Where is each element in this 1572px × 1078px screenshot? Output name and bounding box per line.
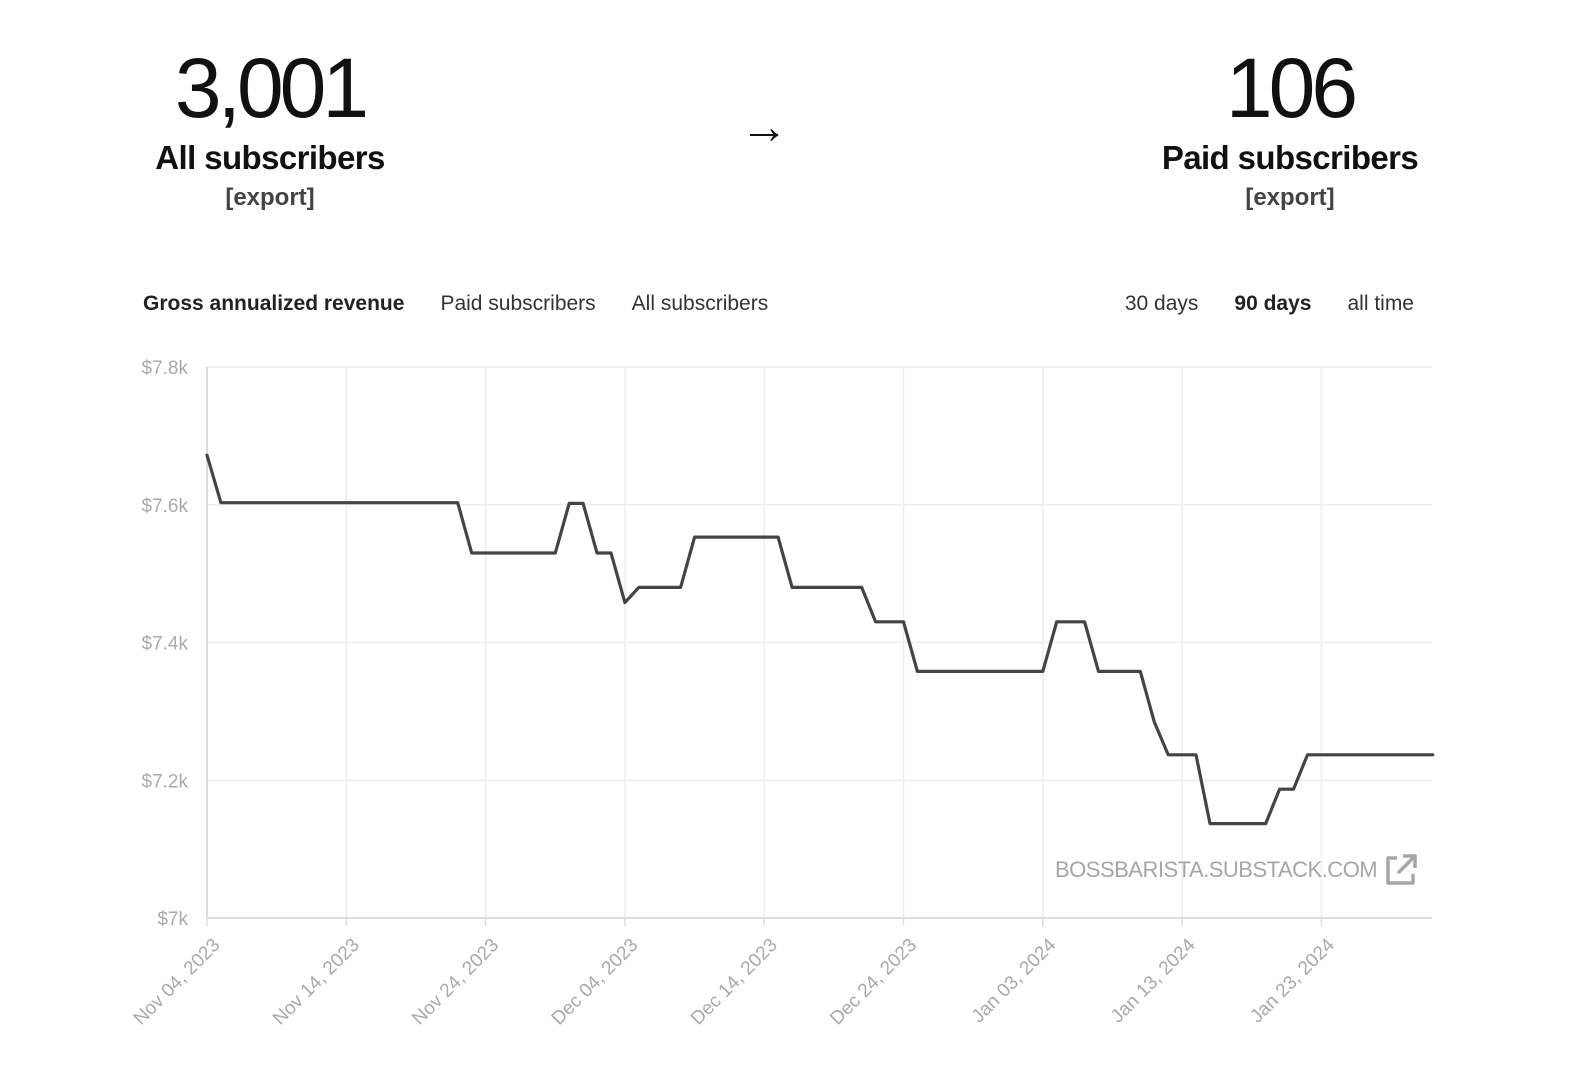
tab-all-subscribers[interactable]: All subscribers [631,292,769,315]
data-point [610,552,612,554]
data-point [916,670,919,673]
chart-grid [207,366,1432,918]
external-link-icon [1386,854,1417,885]
data-point [1292,788,1295,790]
x-tick-label: Nov 14, 2023 [269,935,364,1030]
x-tick-label: Jan 13, 2024 [1107,934,1200,1027]
x-tick-label: Dec 24, 2023 [826,935,921,1030]
data-point [554,552,557,554]
data-point [1167,754,1169,756]
data-point [1264,822,1267,825]
data-point [624,601,626,604]
data-point [596,552,598,554]
y-axis-ticks: $7k $7.2k $7.4k $7.6k $7.8k [142,358,189,930]
range-all-time[interactable]: all time [1347,292,1414,315]
data-point [1139,670,1142,673]
data-point [874,621,877,623]
range-90-days[interactable]: 90 days [1234,292,1312,315]
all-subscribers-label: All subscribers [155,139,385,176]
all-subscribers-stat: 3,001 All subscribers [export] [110,40,430,212]
y-tick-label: $7.2k [142,771,189,792]
x-tick-label: Jan 03, 2024 [968,934,1061,1027]
paid-subscribers-stat: 106 Paid subscribers [export] [1130,40,1450,212]
data-point [777,536,779,538]
data-point [693,536,696,538]
data-point [582,502,584,505]
data-point [1209,822,1211,825]
range-30-days[interactable]: 30 days [1124,292,1199,315]
y-tick-label: $7.8k [142,358,189,379]
data-point [470,552,473,554]
data-point [1055,621,1058,623]
data-point [1083,621,1086,623]
data-point [860,586,863,589]
data-point [791,586,793,589]
paid-subscribers-count: 106 [1225,41,1358,135]
tab-gross-annualized-revenue[interactable]: Gross annualized revenue [143,292,405,315]
data-point [1097,670,1100,673]
data-point [220,501,222,504]
arrow-icon: → [740,101,788,154]
data-point [1306,754,1309,756]
watermark[interactable]: BOSSBARISTA.SUBSTACK.COM [1055,852,1419,888]
revenue-chart: $7k$7.2k$7.4k$7.6k$7.8k Nov 04, 2023 Nov … [130,358,1435,1029]
data-point [568,502,570,505]
paid-subscribers-label: Paid subscribers [1161,139,1419,176]
data-point [1153,720,1155,723]
data-point [1195,754,1197,756]
chart-axes [206,367,1432,926]
data-point [638,586,640,589]
data-point [456,501,459,504]
x-axis-ticks: Nov 04, 2023 Nov 14, 2023 Nov 24, 2023 Dec … [130,934,1339,1029]
x-tick-label: Dec 14, 2023 [687,935,782,1030]
data-point [902,621,905,623]
chart-series [205,453,1435,826]
paid-subscribers-export-link[interactable]: [export] [1245,184,1335,211]
data-point [206,454,208,456]
all-subscribers-count: 3,001 [174,41,369,135]
data-point [679,586,682,589]
range-tabs: 30 days 90 days all time [1125,292,1414,316]
tab-paid-subscribers[interactable]: Paid subscribers [440,292,596,315]
all-subscribers-export-link[interactable]: [export] [225,184,315,211]
x-tick-label: Nov 04, 2023 [130,935,225,1030]
data-point [1278,788,1281,790]
y-tick-label: $7.6k [142,496,189,517]
y-tick-label: $7k [157,909,188,930]
x-tick-label: Nov 24, 2023 [408,935,503,1030]
series-line [205,453,1435,826]
data-point [1432,754,1434,756]
x-tick-label: Dec 04, 2023 [548,935,643,1030]
y-tick-label: $7.4k [142,634,189,655]
metric-tabs: Gross annualized revenue Paid subscriber… [143,292,768,316]
watermark-text: BOSSBARISTA.SUBSTACK.COM [1055,857,1378,882]
x-tick-label: Jan 23, 2024 [1246,934,1339,1027]
data-point [1042,670,1044,673]
